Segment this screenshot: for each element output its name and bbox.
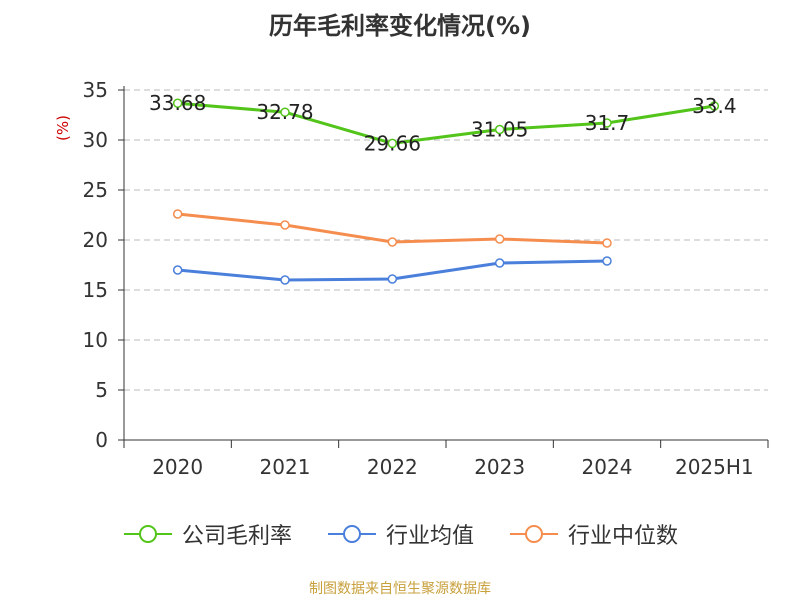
y-tick-label: 30 <box>83 128 108 152</box>
data-point <box>494 258 505 268</box>
legend-line-icon <box>510 525 558 543</box>
legend-item-industry-median[interactable]: 行业中位数 <box>508 518 678 550</box>
y-tick-label: 35 <box>83 78 108 102</box>
data-point <box>709 101 720 111</box>
data-point <box>280 220 290 230</box>
data-label: 31.7 <box>585 111 630 135</box>
data-point <box>172 265 183 275</box>
x-tick-label: 2025H1 <box>675 455 754 479</box>
data-point <box>280 275 290 285</box>
x-tick-label: 2023 <box>474 455 525 479</box>
y-tick-label: 0 <box>95 428 108 452</box>
data-point <box>387 237 398 247</box>
y-tick-label: 10 <box>83 328 108 352</box>
legend-line-icon <box>123 525 172 543</box>
data-point <box>494 234 505 244</box>
data-point <box>387 274 398 284</box>
legend-label: 公司毛利率 <box>181 524 292 549</box>
legend-line-icon <box>327 525 376 543</box>
chart-title: 历年毛利率变化情况(%) <box>269 12 531 40</box>
x-tick-label: 2021 <box>260 455 311 479</box>
data-label: 32.78 <box>256 100 313 124</box>
data-point <box>494 124 505 135</box>
data-point <box>602 238 612 248</box>
legend-circle <box>525 525 543 543</box>
x-tick-label: 2024 <box>582 455 633 479</box>
source-footer: 制图数据来自恒生聚源数据库 <box>309 581 491 597</box>
legend-circle <box>342 525 361 543</box>
data-point <box>602 118 612 128</box>
legend-label: 行业中位数 <box>568 524 679 549</box>
y-tick-label: 25 <box>83 178 108 202</box>
legend-label: 行业均值 <box>385 524 474 549</box>
y-axis-label: (%) <box>54 115 72 141</box>
data-label: 33.4 <box>692 94 737 118</box>
data-label: 29.66 <box>364 131 421 155</box>
y-tick-label: 15 <box>83 278 108 302</box>
legend-item-company[interactable]: 公司毛利率 <box>122 518 292 550</box>
x-tick-label: 2020 <box>152 455 203 479</box>
data-label: 31.05 <box>471 118 528 142</box>
chart-legend: 公司毛利率 行业均值 行业中位数 <box>0 518 800 550</box>
y-tick-label: 5 <box>95 378 108 402</box>
data-point <box>172 98 183 108</box>
data-point <box>172 209 183 219</box>
legend-item-industry-mean[interactable]: 行业均值 <box>326 518 474 550</box>
data-point <box>602 256 612 266</box>
data-point <box>280 107 290 117</box>
legend-circle <box>138 525 157 543</box>
y-tick-label: 20 <box>83 228 108 252</box>
data-label: 33.68 <box>149 91 206 115</box>
x-tick-label: 2022 <box>367 455 418 479</box>
data-point <box>387 138 398 149</box>
series-line-0 <box>177 101 715 145</box>
